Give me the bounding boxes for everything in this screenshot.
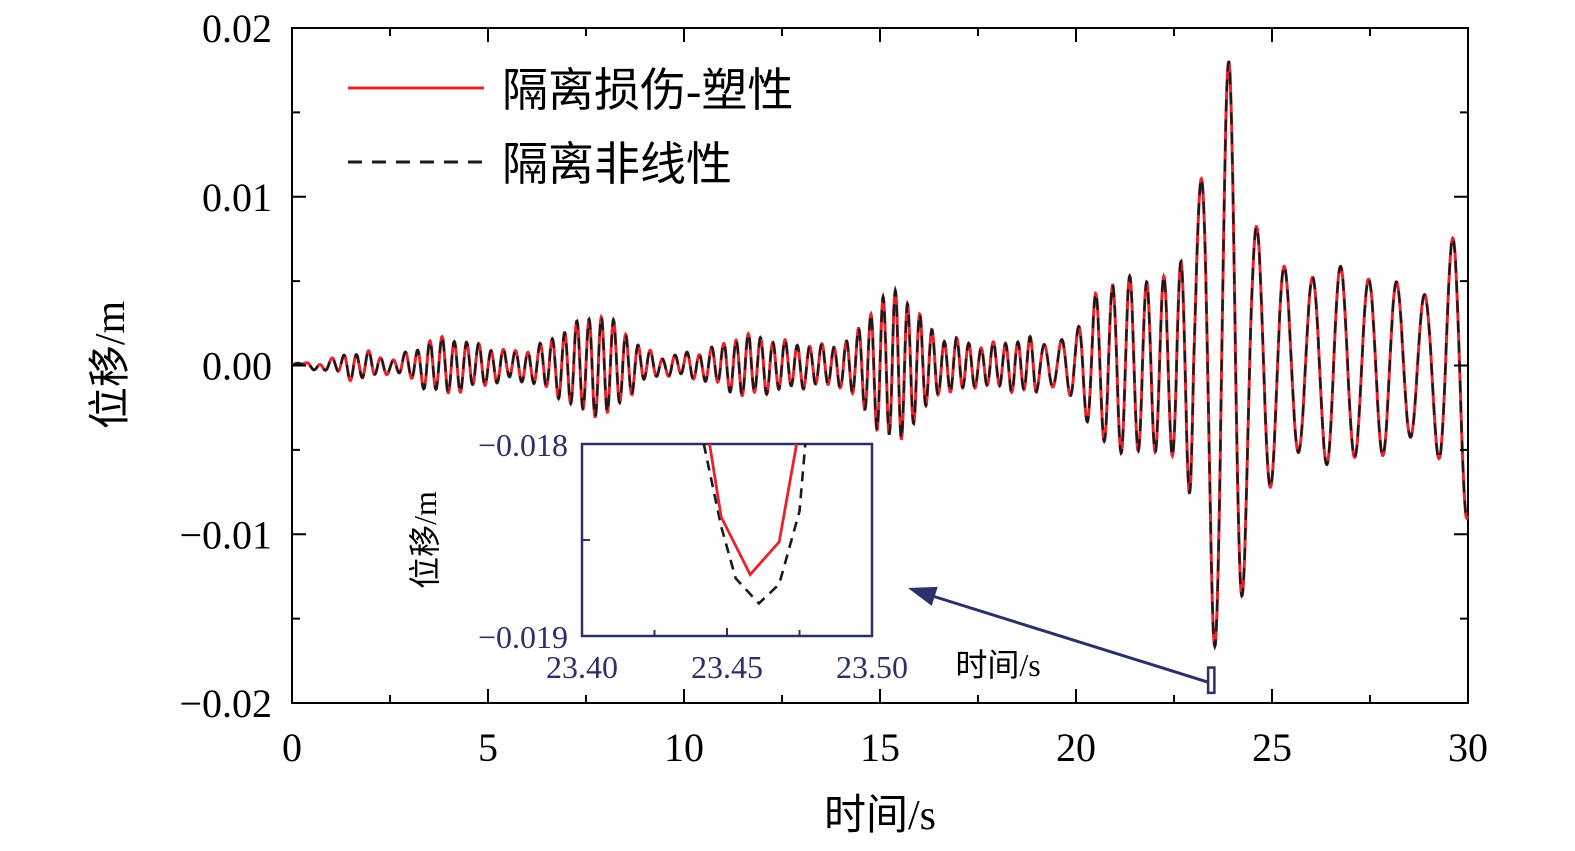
y-tick-label: −0.01: [179, 512, 272, 557]
main-ticks: 0 5 10 15 20 25 30 −0.02 −0.01 0.00 0.01 0.02: [179, 6, 1488, 770]
inset-frame: [580, 442, 874, 638]
inset-x-tick-label: 23.40: [546, 649, 618, 685]
inset-y-tick-label: −0.018: [478, 427, 568, 463]
inset-series-nonlinear: [702, 443, 807, 606]
x-tick-label: 10: [664, 725, 704, 770]
y-tick-label: −0.02: [179, 681, 272, 726]
legend: 隔离损伤-塑性 隔离非线性: [348, 65, 793, 190]
x-tick-label: 15: [860, 725, 900, 770]
zoom-arrow: [908, 586, 1209, 684]
inset-y-tick-label: −0.019: [478, 619, 568, 655]
x-tick-label: 20: [1056, 725, 1096, 770]
legend-label-damage-plastic: 隔离损伤-塑性: [502, 65, 793, 116]
y-tick-label: 0.02: [202, 6, 272, 51]
legend-label-nonlinear: 隔离非线性: [502, 139, 732, 190]
y-tick-label: 0.01: [202, 175, 272, 220]
inset-x-tick-label: 23.50: [836, 649, 908, 685]
x-tick-label: 0: [282, 725, 302, 770]
inset-chart: 23.40 23.45 23.50 −0.018 −0.019 时间/s 位移/m: [407, 427, 1041, 685]
y-tick-label: 0.00: [202, 344, 272, 389]
x-tick-label: 30: [1448, 725, 1488, 770]
inset-y-axis-title: 位移/m: [407, 491, 443, 589]
series-layer: [291, 60, 1470, 651]
inset-series-damage-plastic: [708, 443, 798, 578]
zoom-arrow-line: [925, 592, 1209, 684]
zoom-box: [1206, 666, 1216, 695]
inset-x-axis-title: 时间/s: [955, 647, 1040, 683]
x-axis-title: 时间/s: [824, 793, 936, 839]
zoom-arrow-head: [908, 586, 938, 606]
x-tick-label: 25: [1252, 725, 1292, 770]
inset-x-tick-label: 23.45: [691, 649, 763, 685]
x-tick-label: 5: [478, 725, 498, 770]
series-line-nonlinear: [291, 60, 1469, 650]
y-axis-title: 位移/m: [87, 301, 134, 430]
